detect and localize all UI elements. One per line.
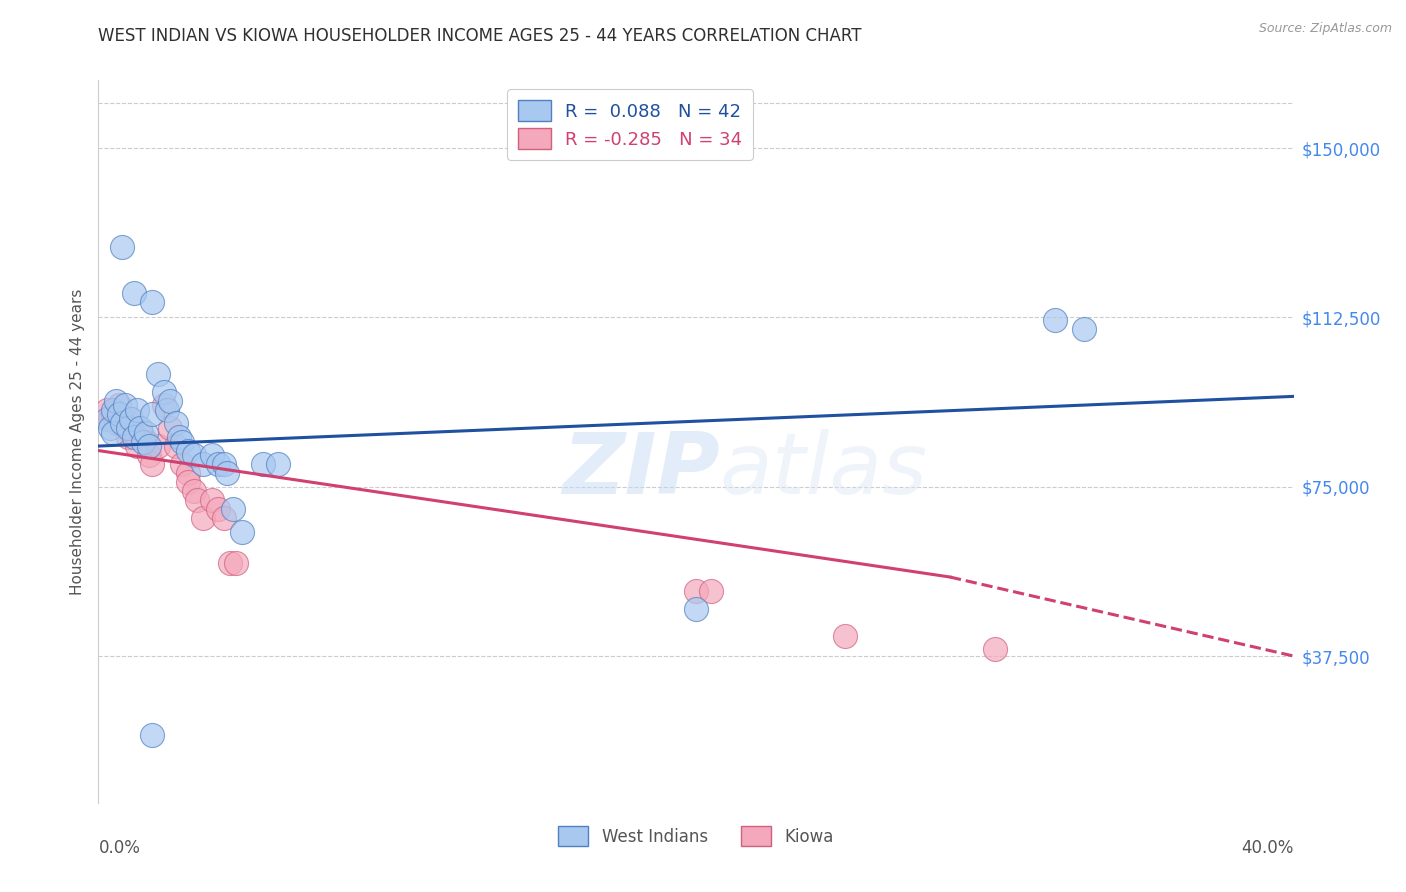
Point: [177, 466, 200, 480]
Point: [207, 502, 229, 516]
Point: [135, 425, 157, 440]
Point: [103, 403, 125, 417]
Point: [132, 434, 155, 449]
Point: [96, 412, 118, 426]
Point: [177, 443, 200, 458]
Point: [201, 448, 224, 462]
Point: [165, 439, 187, 453]
Point: [124, 285, 146, 300]
Point: [167, 430, 190, 444]
Point: [127, 439, 149, 453]
Point: [153, 398, 176, 412]
Y-axis label: Householder Income Ages 25 - 44 years: Householder Income Ages 25 - 44 years: [69, 288, 84, 595]
Point: [212, 457, 235, 471]
Point: [148, 439, 170, 453]
Text: atlas: atlas: [720, 429, 928, 512]
Point: [267, 457, 290, 471]
Point: [201, 493, 224, 508]
Point: [231, 524, 253, 539]
Point: [159, 393, 181, 408]
Point: [212, 511, 235, 525]
Point: [172, 457, 194, 471]
Point: [111, 240, 134, 254]
Point: [153, 384, 176, 399]
Point: [108, 408, 131, 422]
Point: [191, 457, 214, 471]
Point: [252, 457, 274, 471]
Point: [105, 417, 128, 431]
Point: [129, 421, 152, 435]
Point: [117, 430, 139, 444]
Text: 40.0%: 40.0%: [1241, 838, 1294, 857]
Point: [834, 629, 856, 643]
Point: [222, 502, 245, 516]
Point: [111, 417, 134, 431]
Point: [103, 425, 125, 440]
Point: [114, 421, 136, 435]
Point: [159, 421, 181, 435]
Point: [183, 448, 205, 462]
Point: [172, 434, 194, 449]
Point: [108, 398, 131, 412]
Point: [177, 475, 200, 490]
Point: [117, 421, 139, 435]
Point: [183, 484, 205, 499]
Point: [120, 412, 142, 426]
Point: [148, 367, 170, 381]
Point: [124, 425, 146, 440]
Point: [120, 412, 142, 426]
Point: [141, 408, 163, 422]
Point: [156, 403, 179, 417]
Point: [685, 601, 707, 615]
Point: [135, 434, 157, 449]
Point: [105, 393, 128, 408]
Point: [111, 412, 134, 426]
Point: [103, 408, 125, 422]
Point: [114, 398, 136, 412]
Point: [207, 457, 229, 471]
Point: [685, 583, 707, 598]
Point: [141, 728, 163, 742]
Point: [700, 583, 723, 598]
Point: [1043, 312, 1066, 326]
Text: Source: ZipAtlas.com: Source: ZipAtlas.com: [1258, 22, 1392, 36]
Point: [225, 557, 247, 571]
Point: [1073, 321, 1095, 335]
Point: [191, 511, 214, 525]
Point: [98, 412, 122, 426]
Point: [984, 642, 1007, 657]
Point: [141, 294, 163, 309]
Point: [165, 417, 187, 431]
Text: WEST INDIAN VS KIOWA HOUSEHOLDER INCOME AGES 25 - 44 YEARS CORRELATION CHART: WEST INDIAN VS KIOWA HOUSEHOLDER INCOME …: [98, 27, 862, 45]
Point: [138, 448, 160, 462]
Point: [186, 493, 208, 508]
Point: [96, 403, 118, 417]
Point: [138, 439, 160, 453]
Point: [127, 403, 149, 417]
Point: [141, 457, 163, 471]
Text: ZIP: ZIP: [562, 429, 720, 512]
Point: [98, 421, 122, 435]
Text: 0.0%: 0.0%: [98, 838, 141, 857]
Point: [132, 430, 155, 444]
Legend: West Indians, Kiowa: West Indians, Kiowa: [551, 820, 841, 852]
Point: [215, 466, 238, 480]
Point: [124, 430, 146, 444]
Point: [219, 557, 242, 571]
